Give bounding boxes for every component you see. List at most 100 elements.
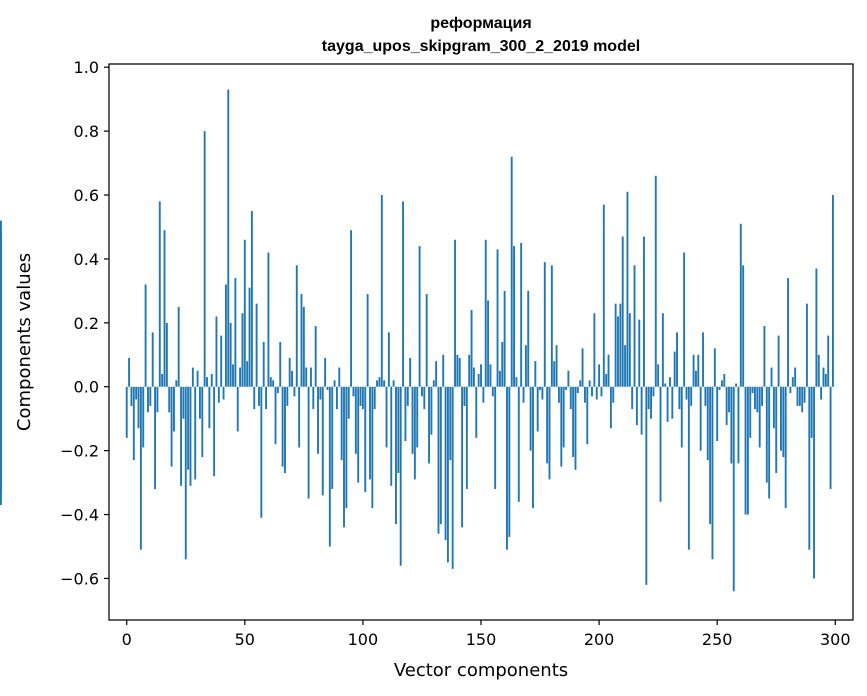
bar <box>175 380 178 387</box>
bar <box>432 380 435 387</box>
bar <box>428 386 430 464</box>
bar <box>416 386 419 448</box>
bar <box>187 386 190 470</box>
bar <box>461 386 464 528</box>
bar <box>645 386 648 585</box>
bar <box>191 367 194 387</box>
bar <box>463 386 466 406</box>
bar <box>144 284 147 387</box>
y-tick-label: 0.4 <box>74 250 99 269</box>
bar <box>576 386 579 394</box>
bar <box>808 386 811 550</box>
bar <box>560 386 563 467</box>
bar <box>770 367 773 387</box>
bar <box>376 380 379 387</box>
bar <box>635 386 638 426</box>
bar <box>300 294 303 387</box>
bar <box>161 373 164 387</box>
bar <box>217 386 220 403</box>
bar <box>593 313 596 387</box>
bar <box>442 354 445 387</box>
bar <box>130 386 133 406</box>
bar <box>704 386 707 406</box>
bar <box>659 386 662 502</box>
bar <box>255 303 258 387</box>
bar <box>236 386 239 432</box>
bar <box>213 386 216 477</box>
x-tick-label: 50 <box>235 630 255 649</box>
bar <box>609 386 612 429</box>
bar <box>569 386 572 410</box>
bar <box>617 316 619 387</box>
bar <box>421 386 423 397</box>
bar <box>295 265 298 387</box>
bar <box>203 131 206 387</box>
y-tick-label: 0.0 <box>74 378 99 397</box>
bar <box>222 386 225 400</box>
bar <box>307 386 310 499</box>
bar <box>387 332 390 387</box>
bar <box>210 373 213 387</box>
bar <box>383 380 386 387</box>
bar <box>352 386 355 397</box>
x-tick-label: 150 <box>466 630 497 649</box>
bar <box>794 367 797 387</box>
bar <box>624 345 627 387</box>
bar <box>435 361 438 387</box>
bar <box>711 386 714 560</box>
bar <box>248 287 251 387</box>
bar <box>728 386 730 413</box>
bar <box>324 357 327 387</box>
bar <box>806 303 808 387</box>
bar <box>480 364 482 387</box>
x-axis: 0 50 100 150 200 250 300 <box>122 620 851 649</box>
bar <box>489 364 492 387</box>
bar <box>326 386 329 390</box>
bar <box>777 335 780 387</box>
bar <box>465 386 468 489</box>
bar <box>784 386 787 509</box>
bar <box>439 386 442 525</box>
bar <box>647 386 650 410</box>
bar <box>154 386 156 489</box>
bar <box>510 156 513 387</box>
bar <box>170 386 173 467</box>
chart-subtitle: tayga_upos_skipgram_300_2_2019 model <box>322 38 640 55</box>
bar <box>317 386 319 454</box>
bar <box>586 386 589 445</box>
bar <box>669 377 671 387</box>
bar <box>194 386 197 480</box>
bar <box>685 386 688 400</box>
bar <box>449 386 452 461</box>
bar <box>829 386 832 489</box>
bar <box>716 386 719 442</box>
bar <box>206 377 208 387</box>
bar <box>810 386 813 438</box>
bar <box>366 294 369 387</box>
bar <box>267 252 270 387</box>
bar <box>0 252 2 387</box>
bar <box>272 380 275 387</box>
bar <box>357 386 360 483</box>
bar <box>697 354 700 387</box>
bar <box>392 380 395 387</box>
bar <box>258 386 260 406</box>
bar <box>787 278 789 387</box>
bar <box>796 386 799 406</box>
bar <box>827 335 830 387</box>
bar <box>229 322 232 387</box>
bar <box>680 386 683 448</box>
bar <box>373 386 376 410</box>
bar <box>425 294 428 387</box>
bar <box>274 386 277 445</box>
bar <box>820 386 823 400</box>
bar <box>293 386 296 397</box>
bar <box>286 386 289 406</box>
bar <box>751 386 754 394</box>
y-tick-label: 0.2 <box>74 314 99 333</box>
bar <box>754 386 756 410</box>
chart-title: реформация <box>430 15 531 32</box>
bar <box>676 332 678 387</box>
bar <box>184 386 187 560</box>
bar <box>643 236 645 387</box>
